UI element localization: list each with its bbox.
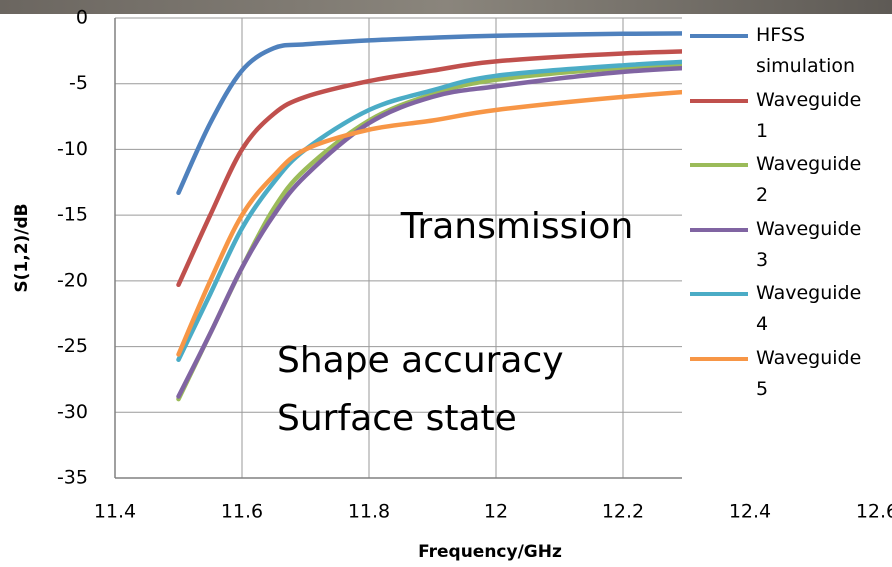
y-tick-label: -15 [57, 204, 88, 226]
legend-label: Waveguide 5 [756, 346, 862, 400]
photo-strip [0, 0, 892, 14]
legend-item: Waveguide 5 [690, 341, 890, 405]
legend-item: Waveguide 2 [690, 147, 890, 211]
legend-swatch [690, 98, 748, 103]
legend-label: Waveguide 2 [756, 153, 862, 206]
x-tick-label: 12 [484, 501, 508, 523]
legend-label: Waveguide 3 [756, 217, 862, 271]
x-tick-label: 12.2 [602, 501, 644, 523]
y-axis-title: S(1,2)/dB [12, 203, 32, 292]
y-tick-label: -10 [57, 138, 88, 160]
y-tick-label: -35 [57, 467, 88, 489]
legend-label: Waveguide 1 [756, 88, 862, 142]
y-tick-label: 0 [76, 7, 88, 29]
labels: -35 -30 -25 -20 -15 -10 -5 0 11.4 11.6 11.8 12 12.2 1… [57, 7, 892, 523]
legend-item: Waveguide 1 [690, 83, 890, 147]
legend-label: HFSS simulation [756, 24, 856, 77]
x-axis-title: Frequency/GHz [418, 542, 562, 562]
x-tick-label: 11.8 [348, 501, 390, 523]
legend-swatch [690, 227, 748, 232]
y-tick-label: -5 [69, 72, 88, 94]
x-tick-label: 12.6 [856, 501, 892, 523]
x-tick-label: 11.4 [94, 501, 136, 523]
legend-swatch [690, 34, 748, 38]
y-tick-label: -30 [57, 401, 88, 423]
legend-item: Waveguide 4 [690, 276, 890, 340]
x-tick-label: 12.4 [729, 501, 771, 523]
legend: HFSS simulation Waveguide 1 Waveguide 2 Wav… [682, 16, 892, 484]
legend-swatch [690, 163, 748, 167]
legend-swatch [690, 356, 748, 361]
annotation: Surface state [277, 398, 517, 439]
annotation: Transmission [400, 206, 634, 247]
x-tick-label: 11.6 [221, 501, 263, 523]
legend-swatch [690, 292, 748, 296]
legend-item: Waveguide 3 [690, 212, 890, 276]
annotation: Shape accuracy [277, 340, 564, 381]
legend-item: HFSS simulation [690, 18, 890, 82]
legend-label: Waveguide 4 [756, 282, 862, 335]
y-tick-label: -20 [57, 269, 88, 291]
y-tick-label: -25 [57, 335, 88, 357]
